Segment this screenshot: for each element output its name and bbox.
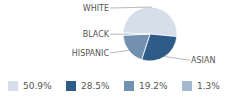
svg-text:WHITE: WHITE xyxy=(83,4,109,13)
html-text:28.5%: 28.5% xyxy=(81,81,110,91)
html-text:19.2%: 19.2% xyxy=(139,81,168,91)
svg-text:HISPANIC: HISPANIC xyxy=(72,49,110,58)
html-text:50.9%: 50.9% xyxy=(23,81,52,91)
svg-text:BLACK: BLACK xyxy=(83,30,110,39)
svg-text:ASIAN: ASIAN xyxy=(191,56,215,65)
html-text:1.3%: 1.3% xyxy=(197,81,220,91)
